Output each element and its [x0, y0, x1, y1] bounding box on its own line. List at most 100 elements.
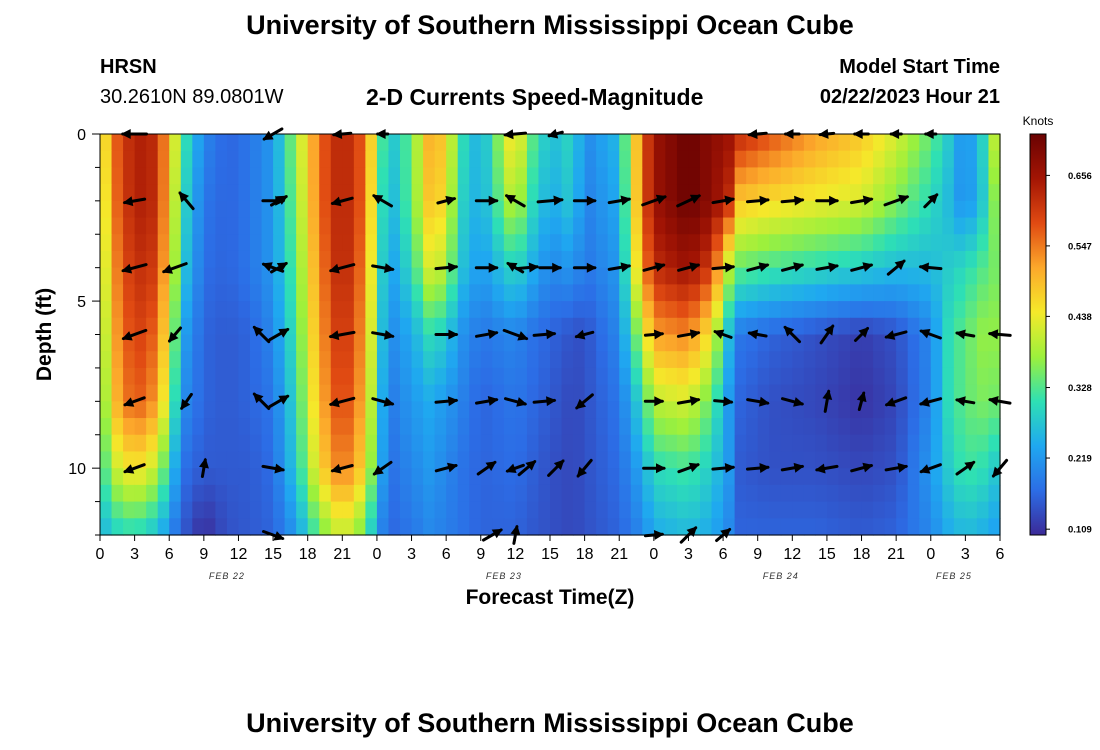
heat-cell [896, 217, 909, 235]
heat-cell [873, 167, 886, 185]
heat-cell [573, 267, 586, 285]
heat-cell [515, 150, 528, 169]
arrow-head [586, 195, 597, 206]
heat-cell [307, 301, 320, 319]
heat-cell [838, 301, 851, 319]
heat-cell [896, 418, 909, 436]
heat-cell [146, 484, 159, 503]
heat-cell [665, 250, 678, 269]
heat-cell [769, 518, 782, 536]
heat-cell [896, 401, 909, 419]
heat-cell [746, 167, 759, 185]
heat-cell [746, 334, 759, 352]
heat-cell [319, 384, 332, 402]
heat-cell [123, 184, 136, 202]
heat-cell [884, 184, 897, 202]
y-axis-label: Depth (ft) [33, 288, 56, 381]
heat-cell [123, 418, 136, 436]
heat-cell [896, 200, 909, 219]
heat-cell [296, 468, 309, 486]
heat-cell [930, 351, 943, 369]
heat-cell [653, 301, 666, 319]
heat-cell [100, 217, 113, 235]
heat-cell [676, 451, 690, 469]
heat-cell [873, 384, 886, 402]
heat-cell [976, 317, 990, 336]
arrow-head [586, 262, 597, 273]
heat-cell [457, 518, 470, 536]
heat-cell [723, 234, 736, 252]
heat-cell [665, 418, 678, 436]
heat-cell [238, 334, 251, 352]
heat-cell [434, 418, 447, 436]
arrow-head [862, 462, 874, 473]
heat-cell [100, 167, 113, 185]
heat-cell [861, 150, 874, 169]
heat-cell [123, 250, 136, 269]
heat-cell [492, 250, 505, 269]
heat-cell [873, 284, 886, 302]
heat-cell [734, 234, 747, 252]
heat-cell [607, 167, 620, 185]
x-tick-label: 0 [926, 546, 935, 563]
heat-cell [734, 150, 747, 169]
heat-cell [596, 184, 609, 202]
heat-cell [550, 301, 563, 319]
heat-cell [919, 351, 932, 369]
heat-cell [446, 518, 459, 536]
heat-cell [584, 284, 597, 302]
heat-cell [307, 384, 320, 402]
heat-cell [780, 200, 793, 219]
heat-cell [803, 518, 816, 536]
heat-cell [538, 501, 551, 519]
heat-cell [273, 501, 286, 519]
heat-cell [919, 301, 932, 319]
current-vector-arrow [372, 194, 393, 208]
colorbar-tick-label: 0.656 [1068, 171, 1092, 182]
heat-cell [930, 167, 943, 185]
current-vector-arrow [850, 262, 874, 272]
heat-cell [573, 167, 586, 185]
heat-cell [469, 317, 482, 336]
heat-cell [942, 418, 955, 436]
heat-cell [307, 351, 320, 369]
heat-cell [365, 451, 378, 469]
heat-cell [653, 284, 666, 302]
heat-cell [746, 184, 759, 202]
heat-cell [907, 200, 920, 219]
heat-cell [123, 317, 136, 336]
heat-cell [688, 234, 701, 252]
heat-cell [515, 234, 528, 252]
heat-cell [838, 284, 851, 302]
heat-cell [157, 518, 170, 536]
heat-cell [215, 518, 228, 536]
heat-cell [169, 434, 182, 453]
arrow-head [525, 460, 537, 471]
current-vector-arrow [884, 330, 908, 340]
heat-cell [261, 284, 274, 302]
heat-cell [630, 434, 643, 453]
heat-cell [780, 351, 793, 369]
heat-cell [965, 384, 978, 402]
heat-cell [930, 250, 943, 269]
arrow-head [793, 262, 805, 272]
heat-cell [250, 267, 263, 285]
heat-cell [688, 351, 701, 369]
heat-cell [803, 351, 816, 369]
heat-cell [238, 134, 251, 152]
heat-cell [146, 317, 159, 336]
heat-cell [873, 351, 886, 369]
heat-cell [826, 167, 840, 185]
current-vector-arrow [923, 193, 939, 209]
heat-cell [607, 217, 620, 235]
heat-cell [942, 484, 955, 503]
arrow-head [161, 264, 173, 274]
heat-cell [226, 334, 240, 352]
arrow-head [724, 262, 736, 273]
heat-cell [538, 301, 551, 319]
heat-cell [769, 351, 782, 369]
arrow-head [955, 329, 966, 340]
heat-cell [919, 434, 932, 453]
heat-cell [157, 468, 170, 486]
heat-cell [342, 217, 355, 235]
